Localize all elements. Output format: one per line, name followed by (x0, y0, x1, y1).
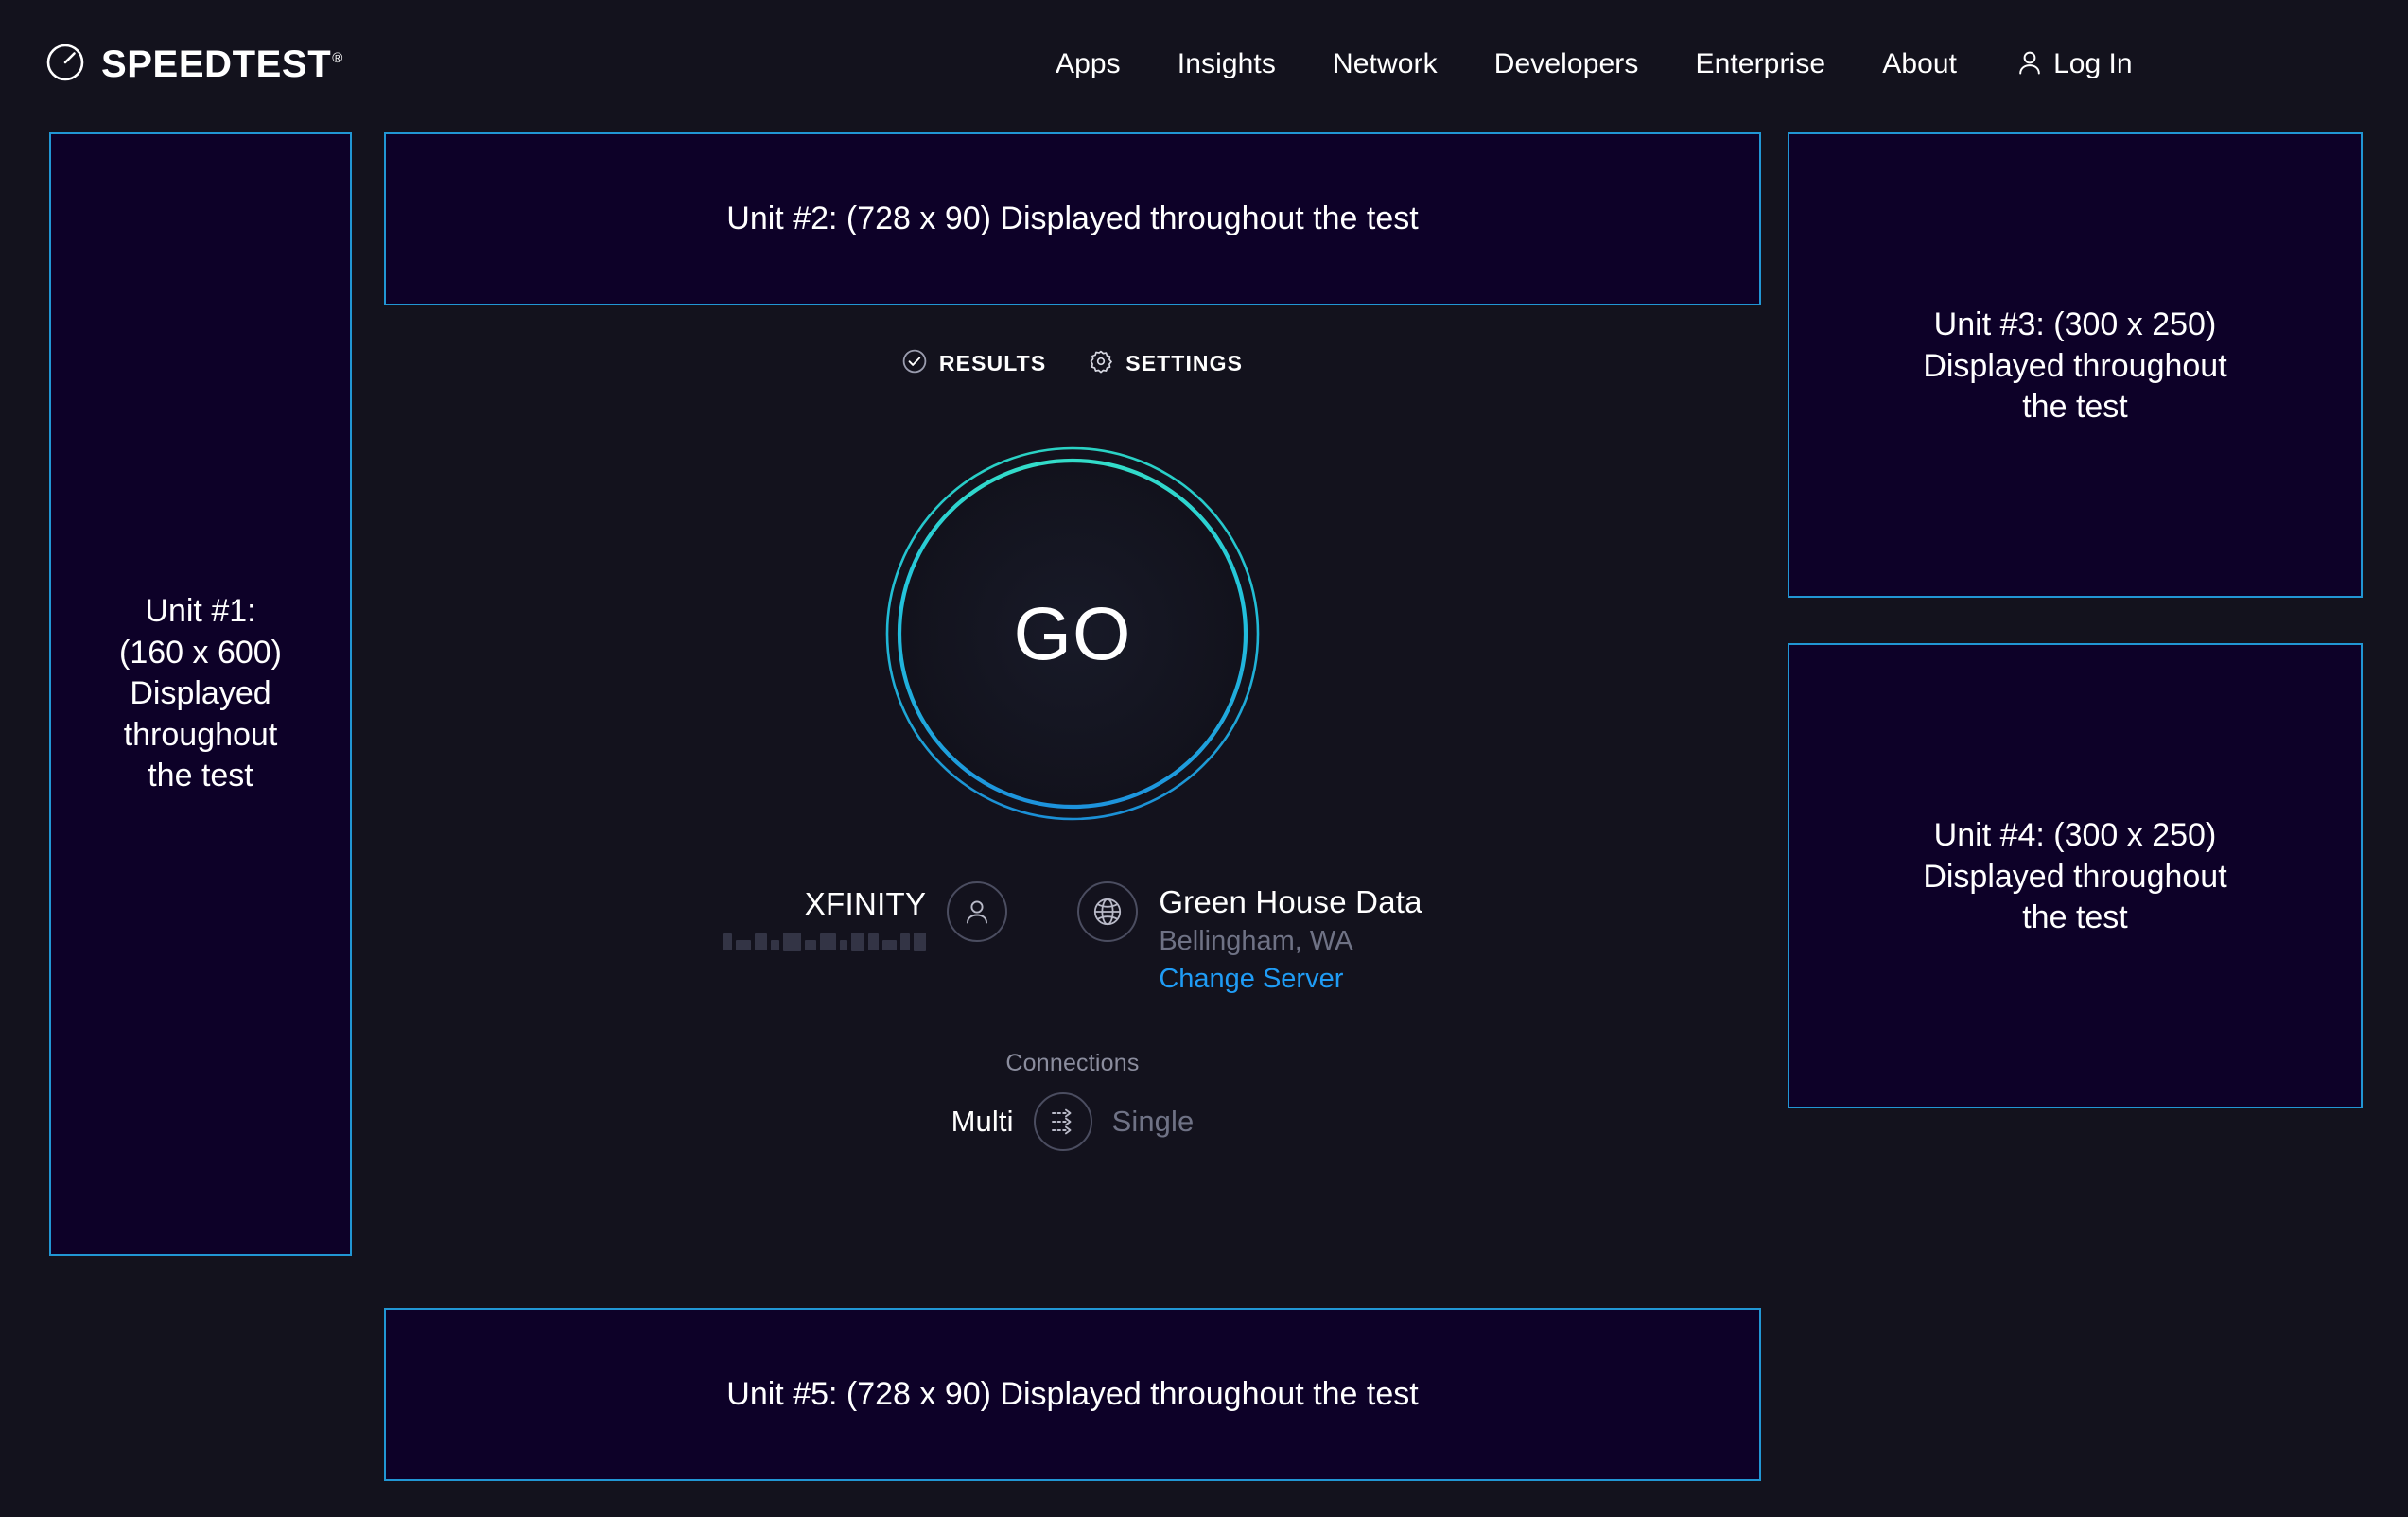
user-icon (2017, 49, 2042, 80)
go-label: GO (1013, 591, 1132, 675)
ad-unit-2[interactable]: Unit #2: (728 x 90) Displayed throughout… (384, 132, 1761, 305)
ad-unit-3[interactable]: Unit #3: (300 x 250) Displayed throughou… (1788, 132, 2363, 598)
nav-item-insights[interactable]: Insights (1177, 48, 1276, 79)
server-name: Green House Data (1159, 884, 1422, 919)
brand-trademark: ® (332, 50, 343, 67)
connections-option-multi[interactable]: Multi (951, 1104, 1014, 1138)
connections-section: Connections Multi Single (951, 1050, 1195, 1151)
connection-info: XFINITY (723, 881, 1422, 995)
connections-title: Connections (1005, 1049, 1140, 1076)
server-location: Bellingham, WA (1159, 925, 1353, 956)
settings-label: SETTINGS (1125, 351, 1244, 375)
server-text: Green House Data Bellingham, WA Change S… (1159, 881, 1422, 995)
gear-icon (1089, 349, 1113, 378)
nav-item-enterprise[interactable]: Enterprise (1695, 48, 1826, 79)
site-header: SPEEDTEST® Apps Insights Network Develop… (0, 0, 2408, 129)
isp-name: XFINITY (804, 886, 927, 921)
ad-unit-1[interactable]: Unit #1: (160 x 600) Displayed throughou… (49, 132, 352, 1256)
go-button-rings (885, 446, 1260, 821)
nav-item-developers[interactable]: Developers (1493, 48, 1639, 79)
globe-icon (1077, 881, 1139, 942)
nav-item-apps[interactable]: Apps (1056, 48, 1121, 79)
ad-unit-4[interactable]: Unit #4: (300 x 250) Displayed throughou… (1788, 643, 2363, 1108)
ad-unit-5[interactable]: Unit #5: (728 x 90) Displayed throughout… (384, 1308, 1761, 1481)
user-circle-icon (947, 881, 1008, 942)
brand-name-text: SPEEDTEST (101, 43, 332, 85)
go-button[interactable]: GO (883, 445, 1262, 823)
speedtest-main: RESULTS SETTINGS (384, 305, 1761, 1151)
nav-item-about[interactable]: About (1882, 48, 1958, 79)
check-circle-icon (902, 349, 927, 378)
connections-option-single[interactable]: Single (1111, 1104, 1195, 1138)
login-button[interactable]: Log In (1985, 48, 2160, 80)
main-navigation: Apps Insights Network Developers Enterpr… (1027, 0, 2161, 129)
isp-block[interactable]: XFINITY (723, 881, 1008, 952)
multi-arrows-icon[interactable] (1033, 1091, 1092, 1151)
connections-toggle: Multi Single (951, 1091, 1195, 1151)
isp-text: XFINITY (723, 881, 927, 952)
results-settings-bar: RESULTS SETTINGS (902, 349, 1243, 378)
brand-name: SPEEDTEST® (101, 44, 343, 86)
results-label: RESULTS (938, 351, 1047, 375)
results-button[interactable]: RESULTS (902, 349, 1046, 378)
nav-item-network[interactable]: Network (1332, 48, 1438, 79)
brand-logo[interactable]: SPEEDTEST® (45, 43, 343, 87)
isp-ip-redacted (723, 932, 927, 952)
change-server-link[interactable]: Change Server (1159, 964, 1344, 995)
speedometer-icon (45, 43, 85, 87)
login-label: Log In (2053, 48, 2133, 79)
settings-button[interactable]: SETTINGS (1089, 349, 1243, 378)
server-block[interactable]: Green House Data Bellingham, WA Change S… (1077, 881, 1422, 995)
